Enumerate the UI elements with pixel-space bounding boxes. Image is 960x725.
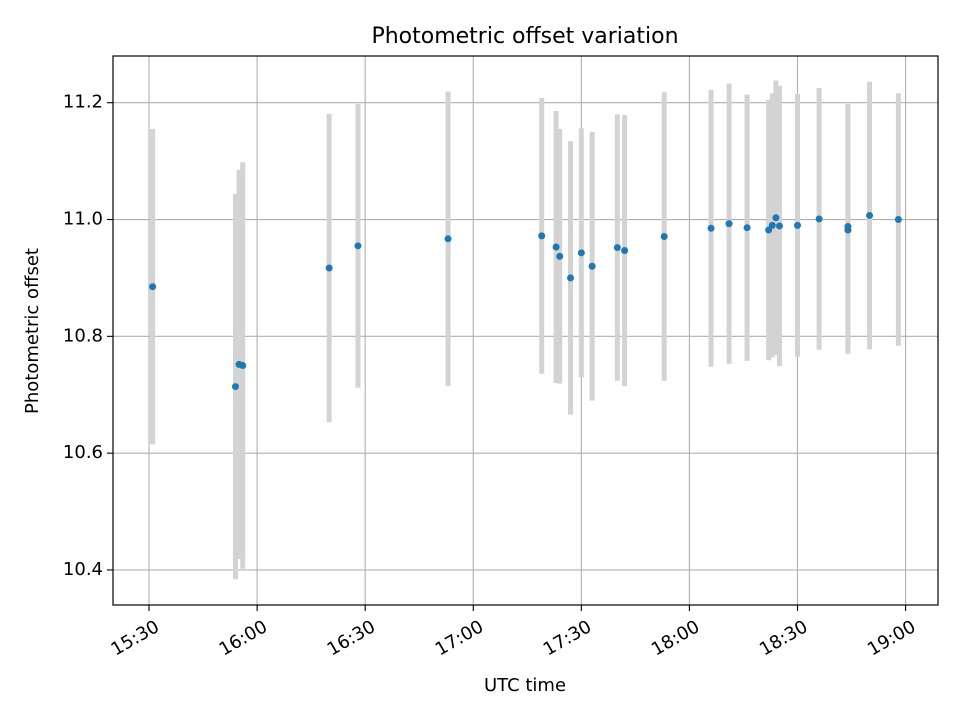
- y-axis-label: Photometric offset: [22, 248, 43, 414]
- data-point: [538, 232, 546, 240]
- data-points: [149, 211, 902, 391]
- data-point: [866, 211, 874, 219]
- data-point: [815, 215, 823, 223]
- chart-title: Photometric offset variation: [371, 24, 678, 49]
- data-point: [613, 244, 621, 252]
- data-point: [588, 262, 596, 270]
- y-axis: 10.4 10.6 10.8 11.0 11.2: [63, 92, 113, 580]
- data-point: [354, 242, 362, 250]
- y-tick-label: 10.6: [63, 442, 103, 463]
- data-point: [325, 264, 333, 272]
- data-point: [239, 362, 247, 370]
- data-point: [660, 232, 668, 240]
- data-point: [556, 252, 564, 260]
- data-point: [775, 222, 783, 230]
- y-tick-label: 11.2: [63, 92, 103, 113]
- data-point: [793, 221, 801, 229]
- data-point: [231, 383, 239, 391]
- data-point: [577, 249, 585, 257]
- data-point: [772, 214, 780, 222]
- data-point: [743, 224, 751, 232]
- data-point: [567, 274, 575, 282]
- data-point: [725, 220, 733, 228]
- y-tick-label: 11.0: [63, 209, 103, 230]
- data-point: [894, 216, 902, 224]
- data-point: [149, 283, 157, 291]
- plot-frame: [112, 55, 939, 606]
- data-point: [844, 223, 852, 231]
- data-point: [444, 235, 452, 243]
- x-axis-label: UTC time: [484, 675, 566, 696]
- y-tick-label: 10.8: [63, 325, 103, 346]
- y-tick-label: 10.4: [63, 559, 103, 580]
- data-point: [552, 243, 560, 251]
- data-point: [768, 221, 776, 229]
- data-point: [707, 224, 715, 232]
- data-point: [621, 246, 629, 254]
